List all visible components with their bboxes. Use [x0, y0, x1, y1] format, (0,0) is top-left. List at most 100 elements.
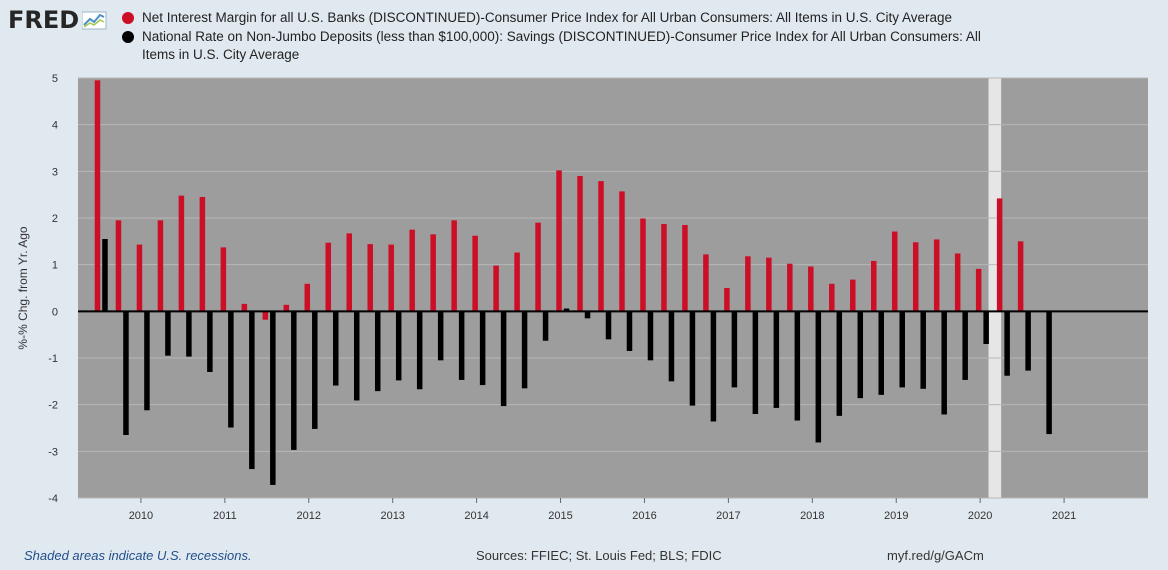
bar-series2: [983, 311, 989, 344]
bar-series2: [144, 311, 150, 411]
y-tick-label: 2: [52, 213, 58, 225]
x-tick-label: 2020: [968, 510, 992, 522]
bar-series1: [661, 224, 667, 312]
fred-logo[interactable]: FRED: [8, 6, 108, 34]
sources-text: Sources: FFIEC; St. Louis Fed; BLS; FDIC: [476, 548, 722, 563]
bar-series2: [437, 311, 444, 361]
bar-series1: [703, 254, 709, 312]
logo-text: FRED: [8, 6, 80, 34]
bar-series2: [479, 311, 486, 386]
bar-series2: [207, 311, 213, 372]
fred-chart-icon: [82, 11, 107, 30]
bar-series1: [640, 218, 646, 312]
y-axis-ticks: 5 4 3 2 1 0 -1 -2 -3 -4: [48, 73, 58, 505]
bar-series2: [102, 239, 108, 312]
bar-series2: [878, 311, 885, 395]
bar-series1: [94, 80, 101, 312]
bar-series1: [493, 265, 499, 312]
bar-series2: [521, 311, 528, 389]
bar-series2: [291, 311, 297, 450]
bar-series1: [472, 235, 478, 312]
x-tick-label: 2012: [297, 510, 321, 522]
y-tick-label: 1: [52, 260, 58, 272]
legend-label-series1: Net Interest Margin for all U.S. Banks (…: [142, 10, 953, 25]
chart-legend: Net Interest Margin for all U.S. Banks (…: [122, 9, 1022, 65]
bar-series2: [249, 311, 255, 470]
bar-series1: [220, 247, 227, 312]
x-tick-label: 2019: [884, 510, 908, 522]
legend-marker-series1: [122, 12, 134, 24]
bar-series1: [682, 225, 688, 312]
bar-series1: [136, 244, 143, 312]
bar-series2: [1004, 311, 1010, 376]
x-tick-label: 2016: [632, 510, 656, 522]
bar-series2: [1025, 311, 1031, 371]
bar-series1: [556, 170, 562, 312]
bar-series1: [262, 311, 269, 320]
recession-note: Shaded areas indicate U.S. recessions.: [24, 548, 252, 563]
bar-series1: [598, 181, 604, 312]
legend-item-series2[interactable]: National Rate on Non-Jumbo Deposits (les…: [122, 28, 1022, 64]
bar-series1: [430, 234, 436, 312]
bar-series1: [871, 260, 877, 312]
y-tick-label: 4: [52, 120, 58, 132]
bar-series1: [178, 195, 185, 312]
bar-series2: [1046, 311, 1052, 435]
bar-series2: [605, 311, 612, 340]
bars: [94, 80, 1052, 485]
bar-series2: [312, 311, 318, 429]
bar-series1: [1017, 241, 1024, 312]
bar-series2: [899, 311, 905, 388]
y-tick-label: -3: [48, 446, 58, 458]
bar-series2: [962, 311, 968, 380]
x-tick-label: 2021: [1052, 510, 1076, 522]
bar-series1: [157, 220, 164, 312]
bar-series2: [920, 311, 926, 389]
plot-area: [78, 78, 1148, 498]
legend-marker-series2: [122, 31, 134, 43]
x-tick-label: 2014: [464, 510, 488, 522]
bar-series1: [367, 244, 373, 312]
bar-series2: [353, 311, 360, 401]
bar-series2: [186, 311, 192, 357]
bar-series2: [752, 311, 759, 414]
bar-series1: [829, 283, 835, 312]
y-tick-label: 5: [52, 73, 58, 85]
bar-series1: [409, 229, 415, 312]
bar-series2: [542, 311, 549, 341]
y-tick-label: 3: [52, 166, 58, 178]
bar-series1: [346, 233, 352, 312]
bar-series1: [283, 304, 290, 312]
y-tick-label: -1: [48, 353, 58, 365]
bar-series2: [165, 311, 171, 356]
bar-series2: [815, 311, 822, 443]
bar-series1: [304, 283, 311, 312]
bar-series1: [891, 231, 898, 312]
bar-series1: [241, 303, 248, 312]
x-tick-label: 2010: [129, 510, 153, 522]
y-axis-label: %-% Chg. from Yr. Ago: [16, 226, 30, 349]
bar-series2: [941, 311, 947, 415]
bar-series1: [325, 242, 332, 312]
y-tick-label: 0: [52, 306, 58, 318]
y-tick-label: -2: [48, 400, 58, 412]
x-axis-ticks: 2010 2011 2012 2013 2014 2015 2016 2017 2018 2019…: [129, 498, 1076, 522]
bar-series1: [199, 197, 206, 312]
legend-item-series1[interactable]: Net Interest Margin for all U.S. Banks (…: [122, 9, 1022, 27]
bar-series2: [626, 311, 633, 351]
bar-series2: [836, 311, 843, 416]
x-tick-label: 2011: [213, 510, 237, 522]
bar-series1: [996, 198, 1003, 312]
bar-series2: [416, 311, 423, 390]
bar-series1: [619, 191, 625, 312]
bar-series2: [773, 311, 780, 408]
bar-series2: [395, 311, 402, 381]
bar-series2: [374, 311, 381, 392]
bar-series1: [451, 220, 457, 312]
bar-series2: [794, 311, 801, 421]
short-url-link[interactable]: myf.red/g/GACm: [887, 548, 984, 563]
bar-series2: [458, 311, 465, 380]
x-tick-label: 2018: [800, 510, 824, 522]
bar-series1: [787, 263, 793, 312]
x-tick-label: 2015: [548, 510, 572, 522]
